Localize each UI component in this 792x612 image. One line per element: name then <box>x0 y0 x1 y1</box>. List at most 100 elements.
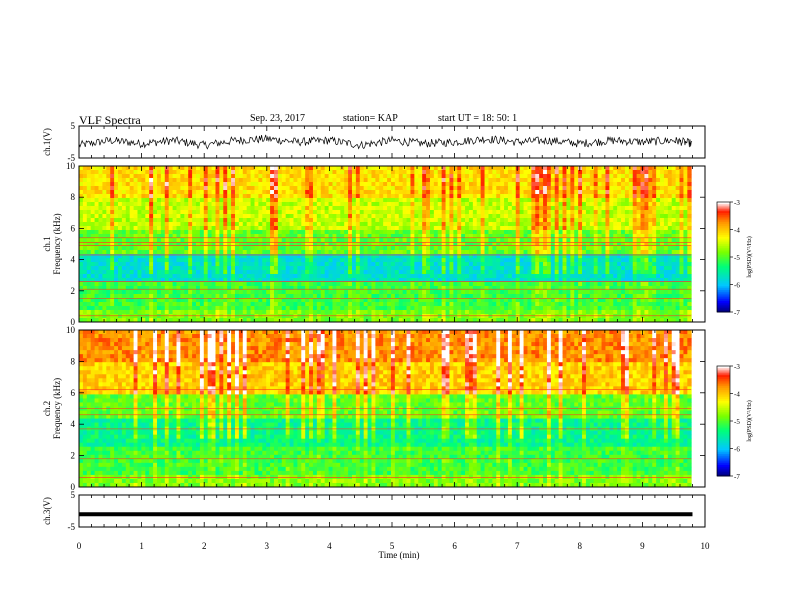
spectrogram-cell <box>539 206 544 211</box>
spectrogram-cell <box>153 278 158 283</box>
spectrogram-cell <box>215 230 220 235</box>
spectrogram-cell <box>285 230 290 235</box>
spectrogram-cell <box>593 282 599 287</box>
spectrogram-cell <box>480 282 485 287</box>
spectrogram-cell <box>402 274 407 279</box>
spectrogram-cell <box>453 194 458 199</box>
spectrogram-cell <box>617 218 622 223</box>
spectrogram-cell <box>188 202 193 207</box>
spectrogram-cell <box>429 246 435 251</box>
spectrogram-cell <box>546 194 552 199</box>
spectrogram-cell <box>488 266 493 271</box>
spectrogram-cell <box>293 270 298 275</box>
spectrogram-cell <box>141 222 146 227</box>
spectrogram-cell <box>348 266 353 271</box>
spectrogram-cell <box>153 166 158 171</box>
spectrogram-cell <box>671 278 677 283</box>
spectrogram-cell <box>519 198 524 203</box>
spectrogram-cell <box>79 206 84 211</box>
spectrogram-cell <box>203 262 209 267</box>
spectrogram-cell <box>324 190 329 195</box>
spectrogram-cell <box>98 218 103 223</box>
spectrogram-cell <box>539 234 544 239</box>
spectrogram-cell <box>624 182 630 187</box>
spectrogram-cell <box>133 190 138 195</box>
spectrogram-cell <box>558 234 563 239</box>
spectrogram-cell <box>543 182 548 187</box>
spectrogram-cell <box>324 214 329 219</box>
spectrogram-cell <box>539 270 544 275</box>
spectrogram-cell <box>683 250 688 255</box>
spectrogram-cell <box>98 262 103 267</box>
spectrogram-cell <box>422 278 427 283</box>
spectrogram-cell <box>153 210 158 215</box>
spectrogram-cell <box>324 226 329 231</box>
spectrogram-cell <box>675 286 680 291</box>
spectrogram-cell <box>504 230 509 235</box>
spectrogram-cell <box>227 286 232 291</box>
spectrogram-cell <box>429 270 435 275</box>
spectrogram-cell <box>449 290 454 295</box>
spectrogram-cell <box>546 226 552 231</box>
spectrogram-cell <box>301 226 306 231</box>
spectrogram-cell <box>660 238 665 243</box>
spectrogram-cell <box>414 282 419 287</box>
spectrogram-cell <box>316 210 322 215</box>
spectrogram-cell <box>519 282 524 287</box>
spectrogram-cell <box>683 246 688 251</box>
spectrogram-cell <box>624 198 630 203</box>
spectrogram-cell <box>570 258 575 263</box>
spectrogram-cell <box>628 270 634 275</box>
spectrogram-cell <box>102 230 107 235</box>
spectrogram-cell <box>98 234 103 239</box>
spectrogram-cell <box>414 238 419 243</box>
spectrogram-cell <box>558 166 563 171</box>
spectrogram-cell <box>546 182 552 187</box>
spectrogram-cell <box>492 270 497 275</box>
spectrogram-cell <box>164 230 170 235</box>
spectrogram-cell <box>262 262 267 267</box>
spectrogram-cell <box>640 270 645 275</box>
spectrogram-cell <box>297 230 302 235</box>
spectrogram-cell <box>164 170 170 175</box>
spectrogram-cell <box>133 230 138 235</box>
spectrogram-cell <box>351 246 357 251</box>
spectrogram-cell <box>535 186 540 191</box>
spectrogram-cell <box>359 210 365 215</box>
spectrogram-cell <box>410 286 415 291</box>
spectrogram-cell <box>90 218 95 223</box>
spectrogram-cell <box>675 170 680 175</box>
spectrogram-cell <box>277 262 283 267</box>
spectrogram-cell <box>324 218 329 223</box>
spectrogram-cell <box>301 198 306 203</box>
spectrogram-cell <box>418 238 423 243</box>
spectrogram-cell <box>531 214 536 219</box>
spectrogram-cell <box>184 258 189 263</box>
spectrogram-cell <box>418 246 423 251</box>
spectrogram-cell <box>312 222 318 227</box>
spectrogram-cell <box>199 290 205 295</box>
spectrogram-cell <box>336 190 341 195</box>
spectrogram-cell <box>640 222 645 227</box>
spectrogram-cell <box>195 266 201 271</box>
spectrogram-cell <box>468 246 474 251</box>
spectrogram-cell <box>550 178 556 183</box>
spectrogram-cell <box>480 234 485 239</box>
spectrogram-cell <box>246 234 251 239</box>
spectrogram-cell <box>656 170 661 175</box>
spectrogram-cell <box>426 210 431 215</box>
spectrogram-cell <box>266 202 271 207</box>
spectrogram-cell <box>316 290 322 295</box>
spectrogram-cell <box>472 242 478 247</box>
spectrogram-cell <box>336 222 341 227</box>
spectrogram-cell <box>406 182 411 187</box>
spectrogram-cell <box>539 194 544 199</box>
spectrogram-cell <box>504 210 509 215</box>
spectrogram-cell <box>531 166 536 171</box>
spectrogram-cell <box>133 234 138 239</box>
spectrogram-cell <box>652 286 657 291</box>
spectrogram-cell <box>129 210 134 215</box>
spectrogram-cell <box>414 206 419 211</box>
spectrogram-cell <box>515 254 521 259</box>
spectrogram-cell <box>231 290 236 295</box>
